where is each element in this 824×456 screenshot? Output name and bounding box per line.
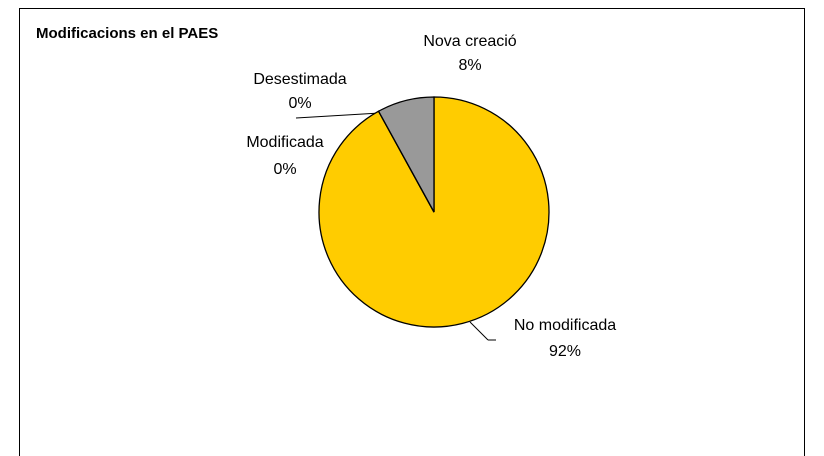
pie-slice [377, 96, 435, 213]
leader-line [295, 112, 381, 119]
slice-value-label: 0% [273, 161, 296, 178]
slice-value-label: 0% [288, 95, 311, 112]
slice-value-label: 8% [458, 57, 481, 74]
slice-label: Modificada [246, 134, 323, 151]
leader-line [469, 321, 489, 341]
slice-label: No modificada [514, 317, 616, 334]
slice-value-label: 92% [549, 343, 581, 360]
slice-label: Nova creació [423, 33, 516, 50]
slice-label: Desestimada [253, 71, 346, 88]
chart-title: Modificacions en el PAES [36, 25, 218, 42]
